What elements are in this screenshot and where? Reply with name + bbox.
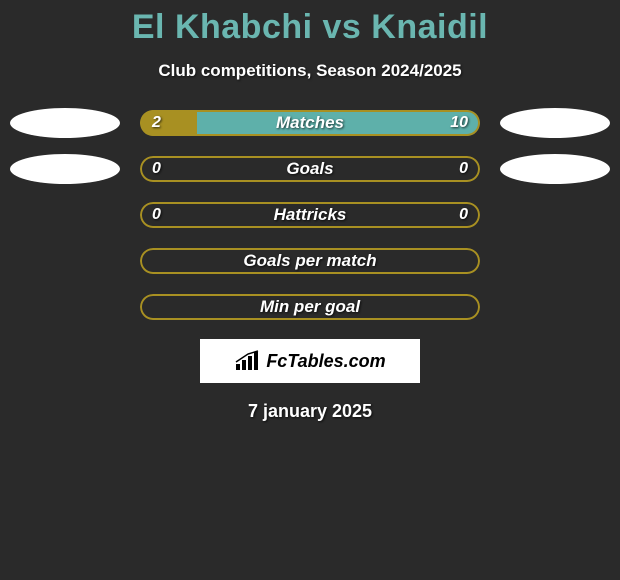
subtitle: Club competitions, Season 2024/2025 (0, 61, 620, 81)
player-avatar-left (10, 108, 120, 138)
date-label: 7 january 2025 (0, 401, 620, 422)
stat-bar: 00Goals (140, 156, 480, 182)
stat-label: Matches (140, 110, 480, 136)
player-avatar-right (500, 154, 610, 184)
page-title: El Khabchi vs Knaidil (0, 8, 620, 47)
stat-bar: 00Hattricks (140, 202, 480, 228)
stat-bar: 210Matches (140, 110, 480, 136)
stat-row: Min per goal (0, 293, 620, 321)
stat-label: Hattricks (140, 202, 480, 228)
stat-row: 00Hattricks (0, 201, 620, 229)
stat-row: Goals per match (0, 247, 620, 275)
chart-icon (234, 350, 260, 372)
player-avatar-left (10, 154, 120, 184)
stat-rows: 210Matches 00Goals 00Hattricks Goals per ma… (0, 109, 620, 321)
stat-row: 00Goals (0, 155, 620, 183)
stat-label: Min per goal (140, 294, 480, 320)
player-avatar-right (500, 108, 610, 138)
logo-box: FcTables.com (200, 339, 420, 383)
logo: FcTables.com (234, 350, 385, 372)
stat-label: Goals (140, 156, 480, 182)
comparison-widget: El Khabchi vs Knaidil Club competitions,… (0, 0, 620, 422)
stat-label: Goals per match (140, 248, 480, 274)
stat-bar: Goals per match (140, 248, 480, 274)
logo-text: FcTables.com (266, 351, 385, 372)
stat-bar: Min per goal (140, 294, 480, 320)
stat-row: 210Matches (0, 109, 620, 137)
